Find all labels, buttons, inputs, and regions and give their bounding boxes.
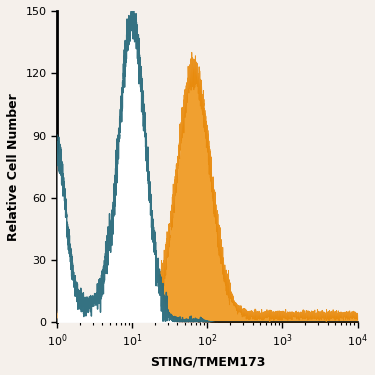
Y-axis label: Relative Cell Number: Relative Cell Number [7,93,20,241]
X-axis label: STING/TMEM173: STING/TMEM173 [150,355,265,368]
